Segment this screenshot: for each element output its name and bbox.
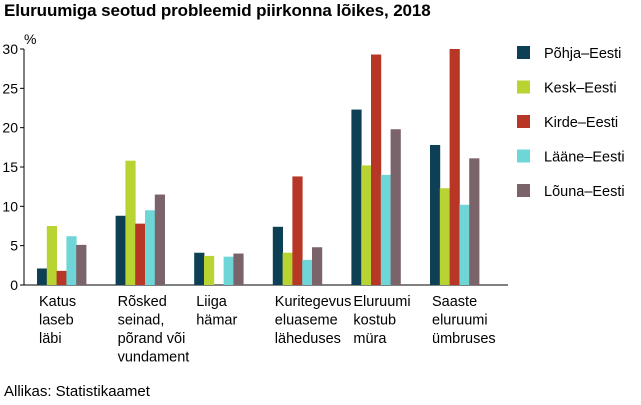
legend: Põhja–Eesti Kesk–Eesti Kirde–Eesti Lääne–Ee… [517, 46, 625, 200]
category-label: seinad, [118, 313, 165, 329]
legend-swatch [517, 115, 530, 128]
category-label: müra [353, 331, 387, 347]
y-tick-label: 5 [10, 238, 18, 254]
bar-1-3 [194, 252, 205, 285]
bar-3-5 [371, 54, 382, 285]
bar-5-5 [390, 129, 401, 285]
bar-3-6 [449, 49, 460, 285]
category-label: hämar [196, 313, 237, 329]
bar-4-3 [223, 256, 234, 285]
legend-swatch [517, 149, 530, 163]
bar-4-4 [302, 259, 313, 285]
legend-label: Põhja–Eesti [544, 46, 621, 62]
bar-2-1 [46, 226, 57, 285]
category-label: Saaste [432, 294, 477, 310]
bar-5-3 [233, 253, 244, 285]
bar-5-6 [469, 158, 480, 285]
category-label: laseb [39, 313, 74, 329]
legend-label: Kirde–Eesti [544, 115, 618, 131]
y-axis-unit: % [24, 31, 36, 47]
category-label: Rõsked [118, 294, 167, 310]
bar-5-1 [76, 244, 87, 285]
bar-2-5 [361, 165, 372, 285]
bar-4-1 [66, 236, 77, 285]
category-label: Liiga [196, 294, 228, 310]
bars [37, 49, 480, 285]
bar-2-3 [204, 255, 215, 285]
bar-1-4 [272, 226, 283, 285]
legend-label: Lääne–Eesti [544, 150, 625, 166]
bar-1-5 [351, 109, 362, 285]
category-label: kostub [353, 313, 396, 329]
legend-swatch [517, 80, 530, 94]
category-label: vundament [118, 350, 190, 366]
bar-4-6 [459, 204, 470, 285]
bar-1-6 [430, 144, 441, 285]
category-label: läheduses [275, 331, 341, 347]
axis-layer: 0 5 10 15 20 25 30% [2, 31, 508, 293]
legend-swatch [517, 184, 530, 197]
bar-2-6 [439, 188, 450, 285]
category-labels: Katus laseb läbi Rõsked seinad, põrand või vun… [39, 294, 496, 366]
source-note: Allikas: Statistikaamet [4, 383, 150, 400]
chart-title: Eluruumiga seotud probleemid piirkonna l… [4, 1, 431, 20]
legend-label: Kesk–Eesti [544, 81, 617, 97]
category-label: Eluruumi [353, 294, 410, 310]
category-label: ümbruses [432, 331, 496, 347]
bar-2-2 [125, 160, 136, 285]
category-label: Katus [39, 294, 76, 310]
y-tick-label: 30 [2, 41, 18, 57]
bar-3-4 [292, 176, 303, 285]
y-tick-label: 0 [10, 277, 18, 293]
bar-5-2 [154, 194, 165, 285]
y-tick-label: 15 [2, 159, 18, 175]
category-label: eluaseme [275, 313, 338, 329]
bar-1-2 [115, 215, 126, 285]
y-tick-label: 25 [2, 80, 18, 96]
category-label: Kuritegevus [275, 294, 352, 310]
bar-1-1 [37, 268, 48, 285]
bar-3-2 [135, 223, 146, 285]
y-tick-label: 20 [2, 120, 18, 136]
bar-2-4 [282, 252, 293, 285]
category-label: põrand või [118, 331, 186, 347]
bar-4-2 [145, 210, 156, 285]
bar-3-1 [56, 270, 67, 285]
bar-4-5 [380, 174, 391, 285]
legend-swatch [517, 46, 530, 59]
legend-label: Lõuna–Eesti [544, 184, 625, 200]
bar-5-4 [312, 247, 323, 285]
category-label: läbi [39, 331, 62, 347]
category-label: eluruumi [432, 313, 488, 329]
y-tick-label: 10 [2, 198, 18, 214]
